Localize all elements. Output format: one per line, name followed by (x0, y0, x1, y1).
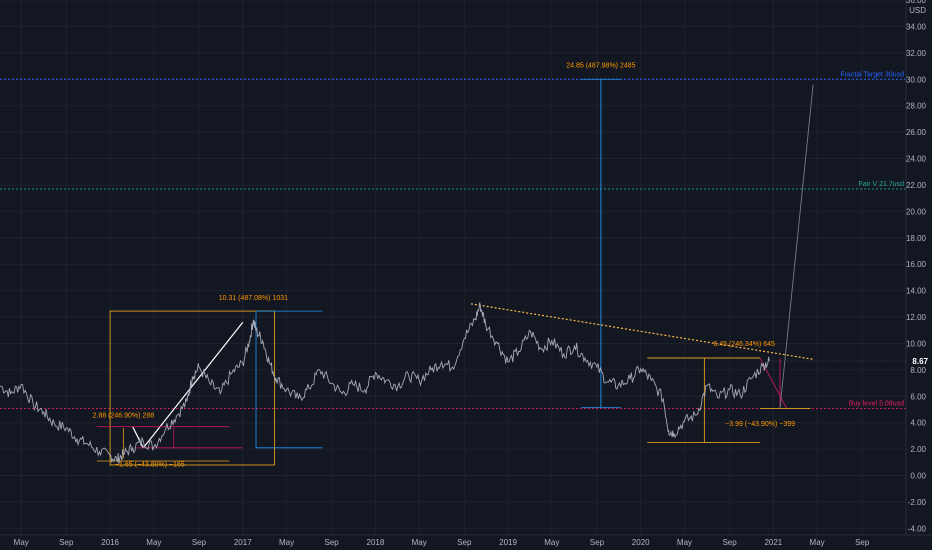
y-tick-label: -2.00 (908, 498, 927, 507)
y-tick-label: 10.00 (906, 339, 927, 348)
measure-annotation: 6.45 (246.34%) 645 (713, 341, 775, 348)
level-label: Buy level 5.08usd (849, 400, 904, 407)
x-tick-label: May (810, 538, 825, 547)
time-axis[interactable]: May Sep 2016 May Sep 2017 May Sep 2018 May Sep 2019… (14, 538, 870, 547)
range-drop[interactable] (759, 357, 788, 409)
level-label: Fractal Target 30usd (840, 71, 904, 78)
y-tick-label: 28.00 (906, 102, 927, 111)
y-tick-label: 8.00 (910, 366, 926, 375)
y-tick-label: 6.00 (910, 392, 926, 401)
y-tick-label: 16.00 (906, 260, 927, 269)
y-tick-label: 32.00 (906, 49, 927, 58)
x-tick-label: Sep (192, 538, 207, 547)
fractal-box-left[interactable] (109, 310, 276, 466)
x-tick-label: Sep (590, 538, 605, 547)
y-tick-label: 30.00 (906, 75, 927, 84)
x-tick-label: 2018 (367, 538, 385, 547)
y-tick-label: 4.00 (910, 419, 926, 428)
grid (0, 0, 906, 535)
measure-annotation: 24.85 (487.98%) 2485 (566, 62, 635, 69)
x-tick-label: May (14, 538, 29, 547)
x-tick-label: 2020 (632, 538, 650, 547)
x-tick-label: May (544, 538, 559, 547)
price-line (0, 302, 770, 464)
y-tick-label: 14.00 (906, 287, 927, 296)
y-tick-label: 24.00 (906, 155, 927, 164)
measure-annotation: 10.31 (487.08%) 1031 (219, 295, 288, 302)
y-tick-label: 26.00 (906, 128, 927, 137)
y-tick-label: 12.00 (906, 313, 927, 322)
y-tick-label: -4.00 (908, 524, 927, 533)
drawings (96, 78, 814, 466)
annotations: 24.85 (487.98%) 2485 10.31 (487.08%) 1031… (93, 62, 795, 468)
price-axis[interactable]: -4.00 -2.00 0.00 2.00 4.00 6.00 8.00 10.00 12.00… (906, 0, 929, 533)
measure-annotation: −3.99 (−43.90%) −399 (725, 421, 795, 428)
x-tick-label: May (279, 538, 294, 547)
y-tick-label: 20.00 (906, 207, 927, 216)
level-label: Fair V 21.7usd (858, 181, 904, 188)
x-tick-label: May (677, 538, 692, 547)
x-tick-label: Sep (325, 538, 340, 547)
x-tick-label: 2017 (234, 538, 252, 547)
projection-target[interactable] (779, 84, 814, 409)
price-series (0, 302, 906, 464)
measure-annotation: 2.88 (246.90%) 288 (93, 412, 155, 419)
currency-label: USD (909, 6, 926, 15)
x-tick-label: Sep (457, 538, 472, 547)
y-tick-label: 22.00 (906, 181, 927, 190)
x-tick-label: Sep (722, 538, 737, 547)
x-tick-label: 2019 (499, 538, 517, 547)
horizontal-levels: Fractal Target 30usd Fair V 21.7usd Buy le… (0, 71, 906, 409)
y-tick-label: 2.00 (910, 445, 926, 454)
x-tick-label: 2021 (764, 538, 782, 547)
last-price-label: 8.67 (912, 357, 928, 366)
x-tick-label: May (412, 538, 427, 547)
x-tick-label: May (146, 538, 161, 547)
x-tick-label: Sep (855, 538, 870, 547)
x-tick-label: 2016 (101, 538, 119, 547)
trendline[interactable] (470, 303, 814, 360)
measure-annotation: −1.65 (−43.80%) −165 (115, 461, 185, 468)
y-tick-label: 0.00 (910, 472, 926, 481)
y-tick-label: 36.00 (906, 0, 927, 5)
y-tick-label: 34.00 (906, 22, 927, 31)
y-tick-label: 18.00 (906, 234, 927, 243)
x-tick-label: Sep (59, 538, 74, 547)
